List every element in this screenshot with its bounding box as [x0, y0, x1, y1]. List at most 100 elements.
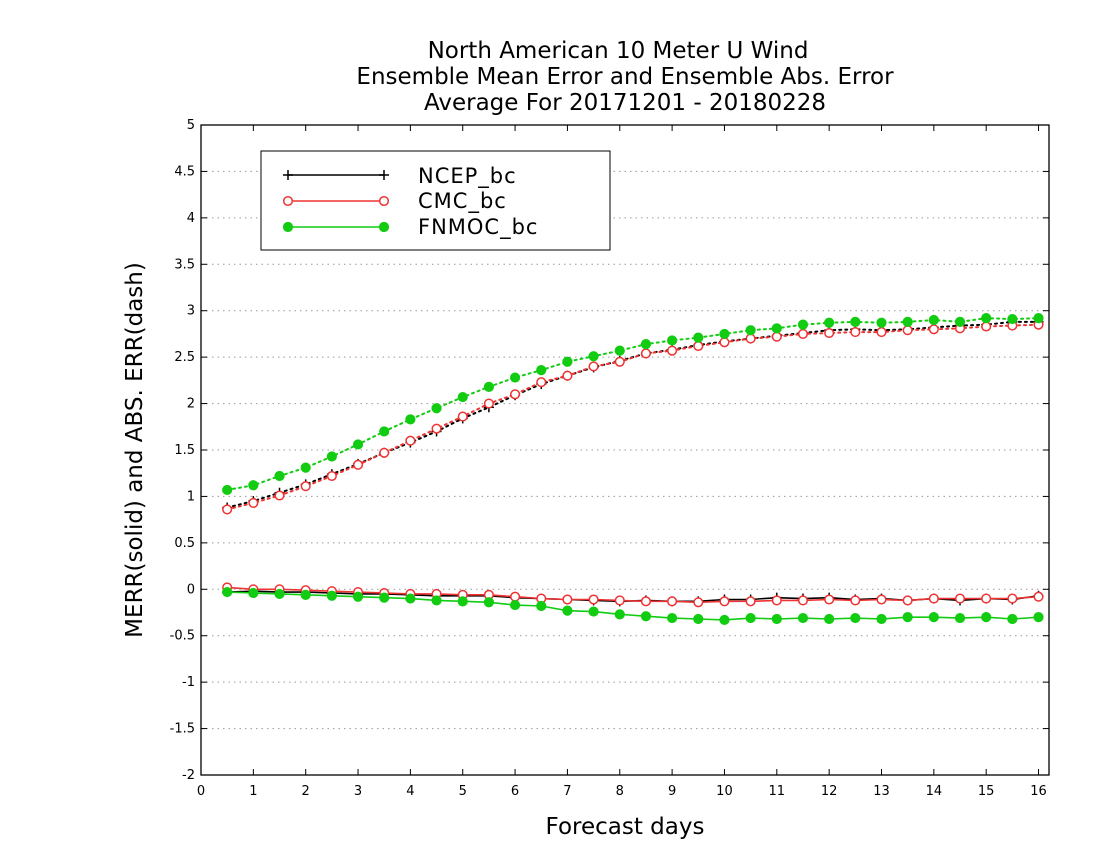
- series-fnmoc-merr-point: [379, 592, 390, 603]
- series-fnmoc-merr-point: [902, 612, 913, 623]
- y-tick-label: 0: [187, 582, 195, 597]
- series-cmc-abs-point: [510, 389, 521, 400]
- x-tick-label: 16: [1030, 784, 1047, 799]
- series-cmc-abs-point: [614, 356, 625, 367]
- series-fnmoc-abs-point: [326, 451, 337, 462]
- legend-marker-ncep: [379, 170, 389, 180]
- series-fnmoc-abs-point: [536, 365, 547, 376]
- series-cmc-merr-point: [850, 595, 861, 606]
- series-cmc-merr-point: [693, 597, 704, 608]
- series-fnmoc-merr-point: [326, 590, 337, 601]
- series-fnmoc-abs-point: [274, 470, 285, 482]
- y-tick-label: -0.5: [170, 629, 195, 644]
- series-fnmoc-abs-point: [981, 313, 992, 324]
- series-fnmoc-merr-point: [719, 614, 730, 626]
- series-cmc-abs-point: [588, 361, 599, 372]
- series-cmc-abs-point: [719, 337, 730, 348]
- series-fnmoc-merr-point: [457, 596, 468, 607]
- series-cmc-merr-point: [928, 593, 939, 604]
- series-fnmoc-merr-point: [405, 593, 416, 604]
- y-tick-label: -1.5: [170, 722, 195, 737]
- y-tick-label: 1.5: [174, 443, 195, 458]
- x-tick-label: 6: [511, 784, 519, 799]
- series-fnmoc-merr-point: [771, 613, 782, 625]
- series-fnmoc-abs-point: [745, 325, 756, 336]
- series-cmc-merr-point: [797, 595, 809, 606]
- series-fnmoc-abs-point: [1033, 313, 1044, 324]
- series-cmc-merr-point: [1007, 593, 1018, 604]
- series-cmc-merr-point: [954, 593, 966, 604]
- series-fnmoc-merr-point: [431, 595, 442, 606]
- series-fnmoc-abs-point: [693, 332, 704, 343]
- legend-label-fnmoc: FNMOC_bc: [418, 215, 538, 240]
- series-cmc-abs-point: [902, 325, 913, 336]
- chart-title-line-1: North American 10 Meter U Wind: [428, 38, 809, 64]
- series-fnmoc-merr-point: [928, 612, 939, 623]
- series-fnmoc-merr-point: [1033, 612, 1044, 623]
- legend: NCEP_bc CMC_bc FNMOC_bc: [260, 150, 611, 251]
- series-cmc-abs-point: [536, 377, 547, 388]
- series-cmc-merr-point: [981, 593, 992, 604]
- series-cmc-abs-point: [928, 324, 939, 335]
- series-cmc-abs-point: [797, 328, 809, 339]
- series-cmc-merr-point: [510, 591, 521, 602]
- series-fnmoc-merr-point: [352, 591, 364, 602]
- y-tick-label: -2: [182, 768, 195, 783]
- series-fnmoc-merr-point: [562, 605, 573, 616]
- y-tick-label: 3.5: [174, 257, 195, 272]
- series-fnmoc-merr-point: [483, 597, 495, 608]
- series-cmc-abs-point: [457, 411, 468, 422]
- x-tick-label: 13: [873, 784, 890, 799]
- series-fnmoc-abs-point: [509, 372, 521, 383]
- x-tick-label: 10: [716, 784, 733, 799]
- series-fnmoc-merr-point: [274, 588, 285, 600]
- series-fnmoc-abs-point: [457, 391, 468, 403]
- series-fnmoc-abs-point: [300, 462, 311, 473]
- series-fnmoc-merr-point: [536, 600, 547, 612]
- chart-title-line-3: Average For 20171201 - 20180228: [424, 90, 826, 116]
- series-fnmoc-abs-point: [954, 316, 966, 327]
- series-fnmoc-abs-point: [431, 403, 442, 414]
- series-cmc-merr-point: [1033, 591, 1044, 602]
- x-tick-label: 5: [459, 784, 467, 799]
- series-cmc-merr-point: [902, 595, 913, 606]
- series-fnmoc-merr-point: [954, 612, 966, 624]
- series-fnmoc-abs-point: [850, 316, 861, 327]
- series-fnmoc-merr-point: [640, 611, 652, 622]
- series-fnmoc-abs-point: [405, 414, 416, 425]
- x-tick-label: 2: [302, 784, 310, 799]
- y-tick-label: 5: [187, 118, 195, 133]
- axis-ticks: -2-1.5-1-0.500.511.522.533.544.550 1 2 3 4 5 6…: [170, 118, 1049, 799]
- series-cmc-abs-point: [824, 327, 835, 339]
- series-fnmoc-merr-point: [745, 612, 756, 624]
- y-tick-label: 2.5: [174, 350, 195, 365]
- series-cmc-merr-point: [588, 594, 599, 605]
- series-fnmoc-abs-point: [562, 356, 573, 367]
- series-cmc-abs-point: [326, 470, 337, 482]
- series-cmc-abs-point: [300, 481, 311, 492]
- legend-marker-cmc: [282, 195, 294, 207]
- series-fnmoc-abs-point: [902, 316, 913, 327]
- legend-label-cmc: CMC_bc: [418, 189, 507, 214]
- x-tick-label: 14: [926, 784, 943, 799]
- x-axis-label: Forecast days: [546, 814, 705, 840]
- series-fnmoc-merr-point: [667, 612, 678, 624]
- series-ncep-abs-line: [226, 320, 1040, 509]
- y-tick-label: 0.5: [174, 536, 195, 551]
- series-fnmoc-merr-point: [222, 586, 233, 598]
- series-fnmoc-merr-point: [509, 599, 521, 611]
- series-cmc-abs-point: [876, 327, 887, 338]
- series-fnmoc-merr-point: [824, 613, 835, 625]
- legend-box: [260, 150, 611, 251]
- series-fnmoc-merr-point: [248, 587, 259, 599]
- series-fnmoc-abs-point: [667, 335, 678, 346]
- series-cmc-abs-point: [405, 435, 416, 446]
- y-axis-label: MERR(solid) and ABS. ERR(dash): [122, 262, 148, 638]
- series-fnmoc-merr-point: [614, 609, 625, 620]
- y-tick-label: 2: [187, 397, 195, 412]
- series-cmc-abs-point: [850, 327, 861, 338]
- legend-marker-ncep: [283, 170, 293, 180]
- series-fnmoc-merr-point: [300, 589, 311, 600]
- series-fnmoc-merr-point: [588, 606, 599, 617]
- series-fnmoc-merr-point: [876, 613, 887, 625]
